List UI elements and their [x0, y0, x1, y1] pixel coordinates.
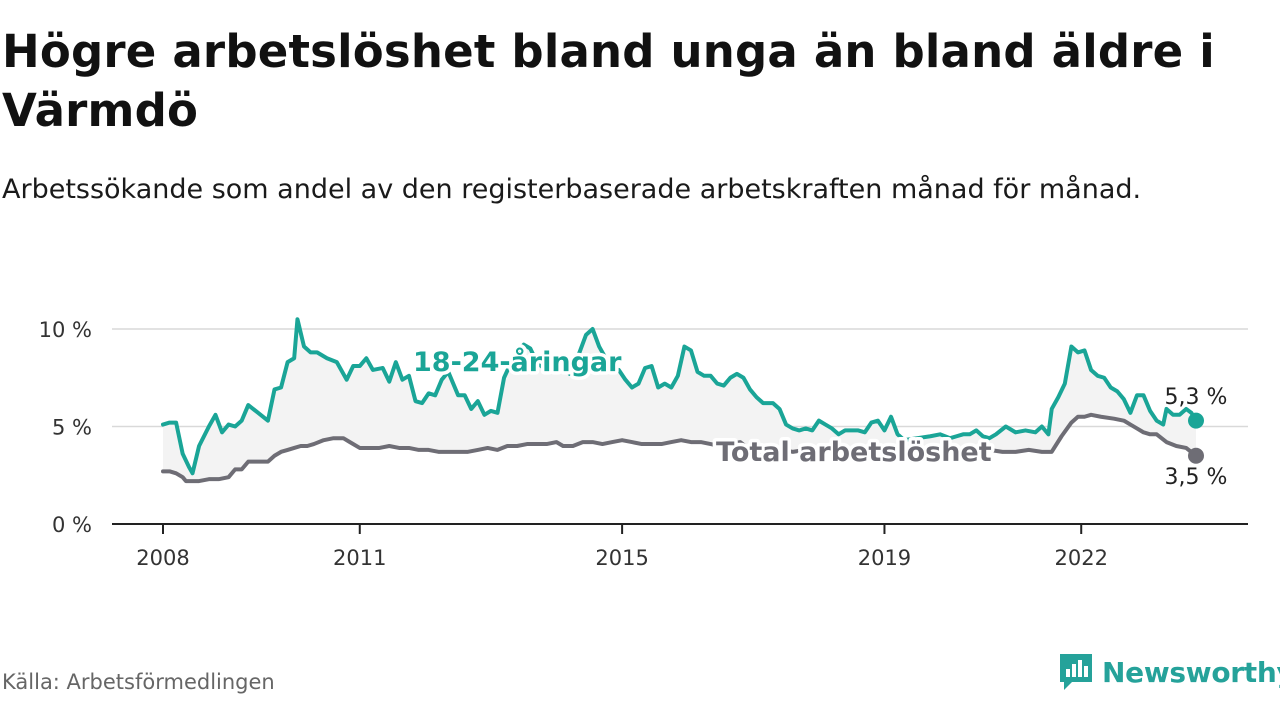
chart-subtitle: Arbetssökande som andel av den registerb… — [2, 174, 1142, 205]
series-line-youth — [161, 317, 1198, 476]
x-tick-label: 2008 — [136, 546, 189, 570]
series-line-total — [161, 412, 1198, 484]
end-marker-youth — [1188, 412, 1204, 429]
line-chart: 0 % 5 % 10 % 2008 2011 2015 2019 2022 18-24-årin… — [39, 317, 1248, 570]
chart-title: Högre arbetslöshet bland unga än bland ä… — [2, 25, 1215, 137]
brand-name: Newsworthy — [1102, 655, 1280, 689]
series-label-youth: 18-24-åringar — [413, 346, 622, 378]
y-tick-label: 0 % — [52, 513, 92, 537]
x-tick-label: 2019 — [858, 546, 911, 570]
labels: 0 % 5 % 10 % 2008 2011 2015 2019 2022 18-24-årin… — [39, 318, 1230, 570]
series-lines — [161, 317, 1204, 484]
x-tick-label: 2011 — [333, 546, 386, 570]
axes — [112, 523, 1248, 534]
x-tick-label: 2022 — [1054, 546, 1107, 570]
end-label-youth: 5,3 % — [1165, 385, 1228, 410]
brand-logo: Newsworthy — [1058, 652, 1280, 692]
end-label-total: 3,5 % — [1165, 465, 1228, 490]
x-tick-label: 2015 — [595, 546, 648, 570]
series-label-total: Total arbetslöshet — [716, 437, 992, 468]
newsworthy-logo-icon — [1060, 654, 1092, 690]
end-marker-total — [1188, 447, 1204, 464]
y-tick-label: 5 % — [52, 416, 92, 440]
gap-fill — [163, 319, 1196, 482]
y-tick-label: 10 % — [39, 318, 92, 342]
source-note: Källa: Arbetsförmedlingen — [2, 670, 275, 694]
gap-area — [163, 319, 1196, 482]
